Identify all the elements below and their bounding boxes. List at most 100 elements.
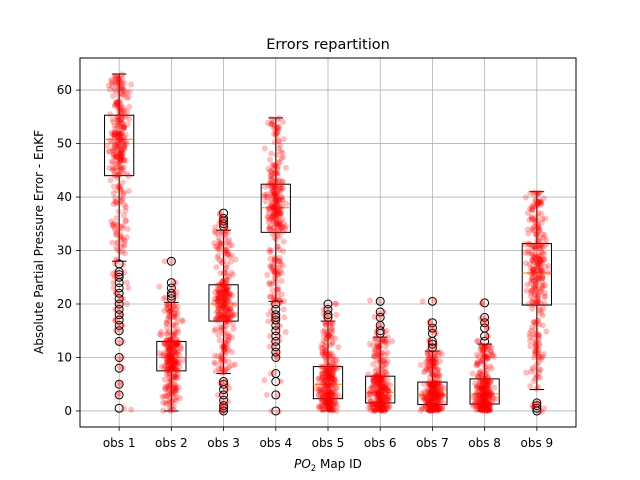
data-point xyxy=(326,400,333,407)
data-point xyxy=(323,349,330,356)
data-point xyxy=(174,374,181,381)
data-point xyxy=(218,260,225,267)
data-point xyxy=(114,240,121,247)
data-point xyxy=(530,284,537,291)
data-point xyxy=(325,352,332,359)
data-point xyxy=(120,405,127,412)
data-point xyxy=(328,397,335,404)
data-point xyxy=(223,318,230,325)
box-iqr xyxy=(417,381,448,406)
data-point xyxy=(164,359,171,366)
data-point xyxy=(213,264,220,271)
data-point xyxy=(221,343,228,350)
data-point xyxy=(215,304,222,311)
data-point xyxy=(219,214,226,221)
data-point xyxy=(278,225,285,232)
data-point xyxy=(320,393,327,400)
data-point xyxy=(268,150,275,157)
data-point xyxy=(227,305,234,312)
data-point xyxy=(320,328,327,335)
data-point xyxy=(217,315,224,322)
data-point xyxy=(212,316,219,323)
data-point xyxy=(173,350,180,357)
data-point xyxy=(116,105,123,112)
data-point xyxy=(171,373,178,380)
data-point xyxy=(168,381,175,388)
data-point xyxy=(214,391,221,398)
data-point xyxy=(262,198,269,205)
data-point xyxy=(231,301,238,308)
data-point xyxy=(174,370,181,377)
data-point xyxy=(226,385,233,392)
data-point xyxy=(112,199,119,206)
data-point xyxy=(113,274,120,281)
data-point xyxy=(473,351,480,358)
data-point xyxy=(270,210,277,217)
data-point xyxy=(269,162,276,169)
data-point xyxy=(274,293,281,300)
data-point xyxy=(168,337,175,344)
data-point xyxy=(278,224,285,231)
data-point xyxy=(324,401,331,408)
data-point xyxy=(225,334,232,341)
data-point xyxy=(217,302,224,309)
data-point xyxy=(329,380,336,387)
data-point xyxy=(215,287,222,294)
data-point xyxy=(116,74,123,81)
data-point xyxy=(116,78,123,85)
data-point xyxy=(112,88,119,95)
data-point xyxy=(112,153,119,160)
data-point xyxy=(273,201,280,208)
data-point xyxy=(217,308,224,315)
data-point xyxy=(115,82,122,89)
data-point xyxy=(539,282,546,289)
data-point xyxy=(331,367,338,374)
data-point xyxy=(171,310,178,317)
data-point xyxy=(122,131,129,138)
data-point xyxy=(211,295,218,302)
data-point xyxy=(117,149,124,156)
data-point xyxy=(327,405,334,412)
data-point xyxy=(228,242,235,249)
data-point xyxy=(167,354,174,361)
data-point xyxy=(167,358,174,365)
data-point xyxy=(327,321,334,328)
data-point xyxy=(221,288,228,295)
data-point xyxy=(165,384,172,391)
data-point xyxy=(325,403,332,410)
data-point xyxy=(276,301,283,307)
box-iqr xyxy=(208,284,239,322)
data-point xyxy=(331,364,338,371)
data-point xyxy=(222,269,229,276)
data-point xyxy=(215,305,222,312)
data-point xyxy=(327,391,334,398)
data-point xyxy=(121,145,128,152)
data-point xyxy=(115,75,122,82)
data-point xyxy=(267,168,274,175)
data-point xyxy=(115,164,122,171)
data-point xyxy=(319,349,326,356)
data-point xyxy=(163,367,170,374)
data-point xyxy=(169,364,176,371)
data-point xyxy=(118,130,125,137)
data-point xyxy=(277,204,284,211)
data-point xyxy=(216,257,223,264)
data-point xyxy=(222,223,229,230)
data-point xyxy=(171,312,178,319)
outlier-marker xyxy=(323,299,333,309)
data-point xyxy=(119,151,126,158)
data-point xyxy=(167,364,174,371)
data-point xyxy=(114,238,121,245)
outlier-marker xyxy=(219,219,229,229)
data-point xyxy=(117,100,124,107)
data-point xyxy=(171,328,178,335)
data-point xyxy=(271,256,278,263)
data-point xyxy=(539,322,546,329)
data-point xyxy=(123,89,130,96)
data-point xyxy=(166,370,173,377)
data-point xyxy=(168,307,175,314)
data-point xyxy=(165,313,172,320)
data-point xyxy=(527,338,534,345)
data-point xyxy=(219,289,226,296)
data-point xyxy=(331,388,338,395)
